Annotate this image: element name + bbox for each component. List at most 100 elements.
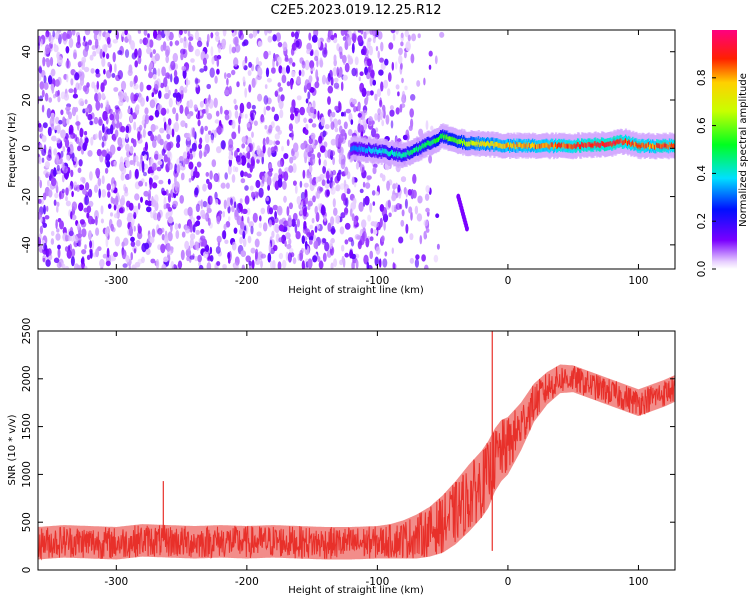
heatmap-noise-cell	[199, 68, 205, 73]
heatmap-noise-cell	[67, 245, 71, 251]
heatmap-noise-cell	[353, 106, 357, 113]
heatmap-noise-cell	[179, 195, 184, 204]
heatmap-noise-cell	[172, 107, 177, 115]
heatmap-noise-cell	[305, 98, 309, 104]
heatmap-noise-cell	[164, 235, 169, 245]
heatmap-noise-cell	[319, 173, 325, 181]
heatmap-noise-cell	[159, 138, 164, 146]
heatmap-noise-cell	[243, 65, 248, 71]
heatmap-noise-cell	[417, 33, 421, 39]
heatmap-noise-cell	[101, 57, 106, 67]
spectrogram-x-ticks: -300 -200 -100 0 100	[104, 30, 648, 287]
heatmap-noise-cell	[247, 70, 252, 76]
heatmap-noise-cell	[370, 221, 376, 227]
heatmap-noise-cell	[242, 230, 246, 239]
heatmap-noise-cell	[330, 138, 337, 146]
colorbar-tick-label: 0.4	[696, 165, 708, 182]
heatmap-noise-cell	[88, 188, 93, 198]
heatmap-noise-cell	[100, 82, 105, 93]
heatmap-noise-cell	[251, 77, 256, 88]
heatmap-noise-cell	[209, 255, 214, 262]
heatmap-noise-cell	[407, 34, 411, 42]
heatmap-noise-cell	[115, 113, 120, 122]
heatmap-noise-cell	[279, 109, 284, 119]
heatmap-noise-cell	[281, 74, 287, 84]
heatmap-noise-cell	[163, 154, 169, 163]
heatmap-noise-cell	[134, 60, 138, 68]
heatmap-noise-cell	[288, 57, 293, 64]
heatmap-noise-cell	[259, 215, 262, 222]
heatmap-noise-cell	[56, 124, 61, 134]
snr-x-label: Height of straight line (km)	[288, 585, 424, 596]
heatmap-noise-cell	[48, 189, 53, 198]
heatmap-noise-cell	[306, 169, 310, 176]
heatmap-noise-cell	[329, 239, 333, 250]
heatmap-noise-cell	[62, 116, 66, 126]
heatmap-noise-cell	[252, 30, 257, 38]
heatmap-noise-cell	[273, 140, 276, 146]
heatmap-noise-cell	[38, 123, 42, 128]
heatmap-noise-cell	[150, 212, 155, 219]
heatmap-noise-cell	[349, 249, 353, 259]
heatmap-noise-cell	[228, 138, 234, 149]
heatmap-noise-cell	[286, 206, 290, 217]
heatmap-noise-cell	[277, 178, 283, 188]
heatmap-noise-cell	[231, 30, 235, 34]
heatmap-noise-cell	[400, 41, 404, 47]
heatmap-noise-cell	[124, 186, 128, 194]
heatmap-noise-cell	[350, 119, 354, 125]
heatmap-noise-cell	[231, 119, 236, 129]
heatmap-noise-cell	[388, 212, 392, 218]
heatmap-noise-cell	[370, 69, 375, 79]
heatmap-noise-cell	[248, 33, 254, 39]
heatmap-noise-cell	[122, 263, 128, 268]
heatmap-noise-cell	[92, 50, 97, 57]
heatmap-noise-cell	[306, 106, 311, 114]
heatmap-noise-cell	[389, 109, 395, 117]
heatmap-noise-cell	[105, 237, 109, 248]
heatmap-noise-cell	[83, 140, 88, 148]
heatmap-noise-cell	[286, 243, 292, 250]
heatmap-noise-cell	[203, 151, 207, 157]
heatmap-noise-cell	[248, 260, 252, 266]
heatmap-noise-cell	[335, 138, 339, 148]
heatmap-noise-cell	[111, 160, 115, 167]
heatmap-noise-cell	[52, 30, 56, 38]
heatmap-noise-cell	[250, 156, 255, 167]
heatmap-noise-cell	[288, 238, 292, 246]
heatmap-noise-cell	[176, 187, 180, 194]
heatmap-noise-cell	[360, 48, 365, 55]
heatmap-noise-cell	[95, 248, 99, 258]
heatmap-noise-cell	[428, 64, 432, 70]
heatmap-noise-cell	[317, 152, 321, 159]
heatmap-noise-cell	[227, 205, 231, 214]
heatmap-noise-cell	[226, 77, 229, 86]
heatmap-noise-cell	[433, 254, 439, 263]
heatmap-noise-cell	[380, 41, 384, 52]
heatmap-noise-cell	[251, 259, 255, 269]
heatmap-noise-cell	[278, 252, 284, 260]
heatmap-noise-cell	[323, 216, 327, 222]
heatmap-noise-cell	[133, 248, 137, 254]
heatmap-noise-cell	[151, 92, 154, 98]
heatmap-noise-cell	[379, 99, 383, 108]
heatmap-noise-cell	[361, 219, 367, 229]
heatmap-noise-cell	[327, 72, 331, 82]
heatmap-noise-cell	[58, 119, 63, 125]
heatmap-tail-cell	[464, 225, 469, 232]
heatmap-noise-cell	[373, 229, 378, 235]
heatmap-noise-cell	[66, 154, 70, 161]
heatmap-noise-cell	[250, 225, 254, 235]
heatmap-noise-cell	[216, 235, 222, 243]
heatmap-noise-cell	[306, 48, 311, 55]
heatmap-noise-cell	[303, 182, 309, 188]
heatmap-noise-cell	[411, 33, 416, 42]
heatmap-noise-cell	[265, 105, 271, 111]
heatmap-noise-cell	[186, 151, 190, 160]
heatmap-noise-cell	[371, 128, 376, 138]
heatmap-noise-cell	[289, 156, 294, 164]
heatmap-noise-cell	[359, 71, 364, 76]
heatmap-noise-cell	[369, 90, 374, 96]
heatmap-noise-cell	[257, 251, 264, 261]
